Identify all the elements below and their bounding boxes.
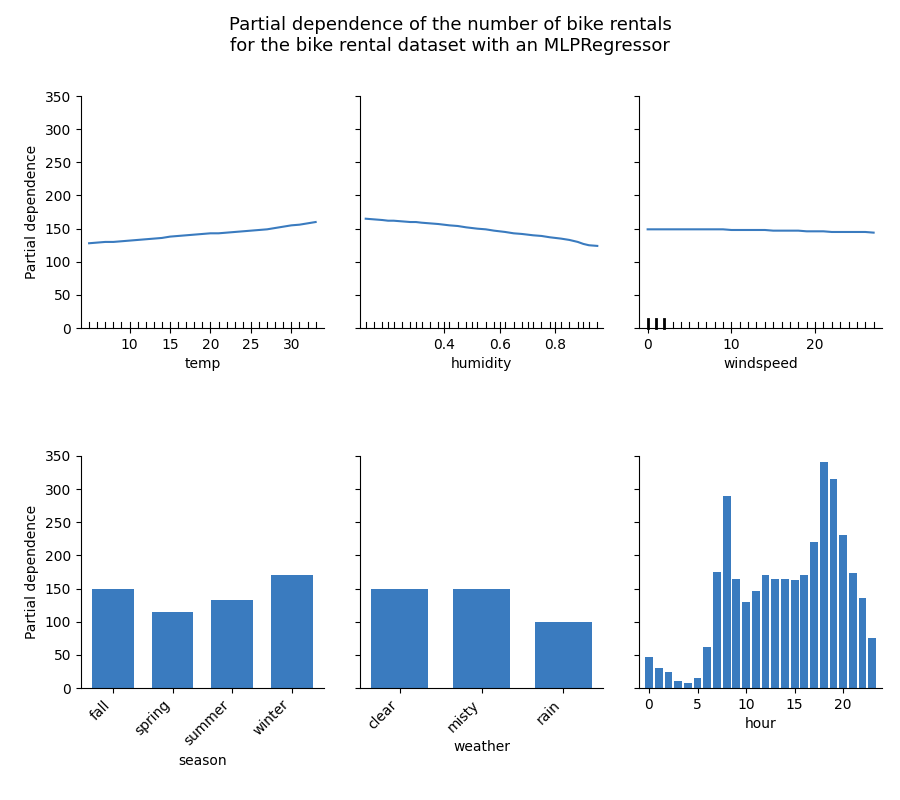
Bar — [800, 575, 808, 688]
Y-axis label: Partial dependence: Partial dependence — [25, 505, 40, 639]
Y-axis label: Partial dependence: Partial dependence — [25, 145, 40, 279]
Bar — [810, 542, 818, 688]
Bar — [781, 578, 788, 688]
Bar — [752, 591, 760, 688]
Bar — [849, 574, 857, 688]
Bar — [704, 647, 711, 688]
Bar — [645, 658, 652, 688]
Bar — [761, 575, 770, 688]
Bar — [655, 668, 662, 688]
Bar — [271, 575, 312, 688]
Bar — [830, 479, 837, 688]
Bar — [152, 612, 194, 688]
X-axis label: windspeed: windspeed — [724, 358, 798, 371]
Bar — [684, 683, 692, 688]
X-axis label: hour: hour — [745, 718, 777, 731]
Bar — [742, 602, 750, 688]
Bar — [771, 578, 779, 688]
Bar — [859, 598, 867, 688]
X-axis label: season: season — [178, 754, 227, 767]
Text: Partial dependence of the number of bike rentals
for the bike rental dataset wit: Partial dependence of the number of bike… — [229, 16, 671, 54]
Bar — [92, 589, 134, 688]
Bar — [723, 496, 731, 688]
Bar — [694, 678, 701, 688]
Bar — [212, 600, 253, 688]
Bar — [713, 572, 721, 688]
Bar — [733, 578, 740, 688]
Bar — [820, 462, 828, 688]
Bar — [791, 580, 798, 688]
Bar — [535, 622, 592, 688]
Bar — [840, 535, 847, 688]
X-axis label: weather: weather — [453, 740, 510, 754]
Bar — [674, 682, 682, 688]
Bar — [868, 638, 877, 688]
Bar — [664, 672, 672, 688]
X-axis label: humidity: humidity — [451, 358, 512, 371]
Bar — [453, 589, 510, 688]
X-axis label: temp: temp — [184, 358, 220, 371]
Bar — [371, 589, 428, 688]
